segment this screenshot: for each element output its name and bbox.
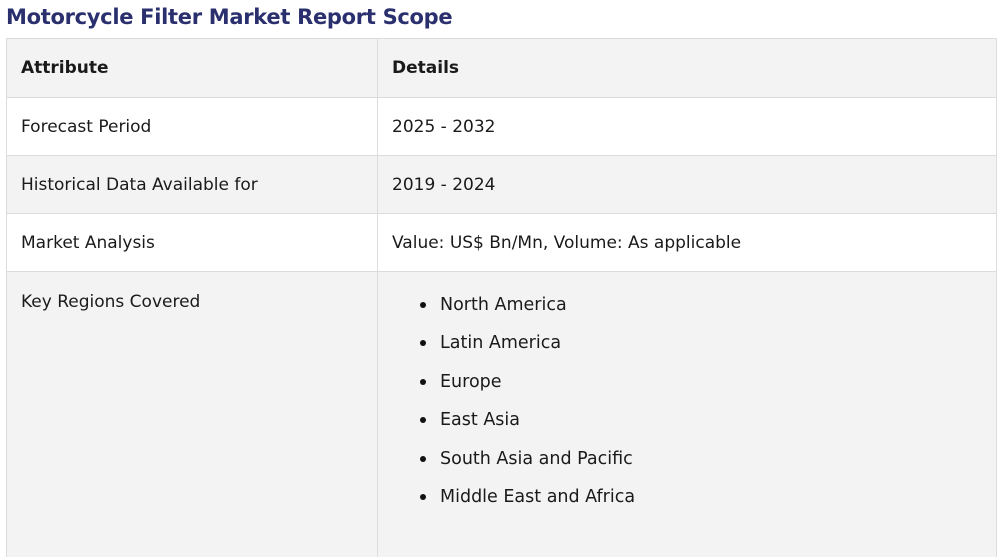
list-item: North America — [420, 290, 996, 328]
row-detail: 2025 - 2032 — [377, 97, 997, 156]
row-detail: Value: US$ Bn/Mn, Volume: As applicable — [377, 213, 997, 272]
region-list: North America Latin America Europe East … — [392, 272, 996, 520]
header-details: Details — [377, 38, 997, 98]
header-attribute: Attribute — [6, 38, 378, 98]
table-row: Historical Data Available for 2019 - 202… — [6, 155, 997, 214]
row-attribute: Market Analysis — [6, 213, 378, 272]
table-header-row: Attribute Details — [6, 38, 997, 98]
row-detail: 2019 - 2024 — [377, 155, 997, 214]
row-detail-regions: North America Latin America Europe East … — [377, 271, 997, 557]
list-item: East Asia — [420, 405, 996, 443]
report-scope-table: Attribute Details Forecast Period 2025 -… — [6, 38, 997, 557]
row-attribute: Historical Data Available for — [6, 155, 378, 214]
table-row: Forecast Period 2025 - 2032 — [6, 97, 997, 156]
list-item: Europe — [420, 367, 996, 405]
list-item: Latin America — [420, 328, 996, 366]
row-attribute: Key Regions Covered — [6, 271, 378, 557]
list-item: Middle East and Africa — [420, 482, 996, 520]
page-title: Motorcycle Filter Market Report Scope — [6, 5, 453, 29]
table-row: Market Analysis Value: US$ Bn/Mn, Volume… — [6, 213, 997, 272]
list-item: South Asia and Pacific — [420, 444, 996, 482]
table-row-regions: Key Regions Covered North America Latin … — [6, 271, 997, 557]
row-attribute: Forecast Period — [6, 97, 378, 156]
